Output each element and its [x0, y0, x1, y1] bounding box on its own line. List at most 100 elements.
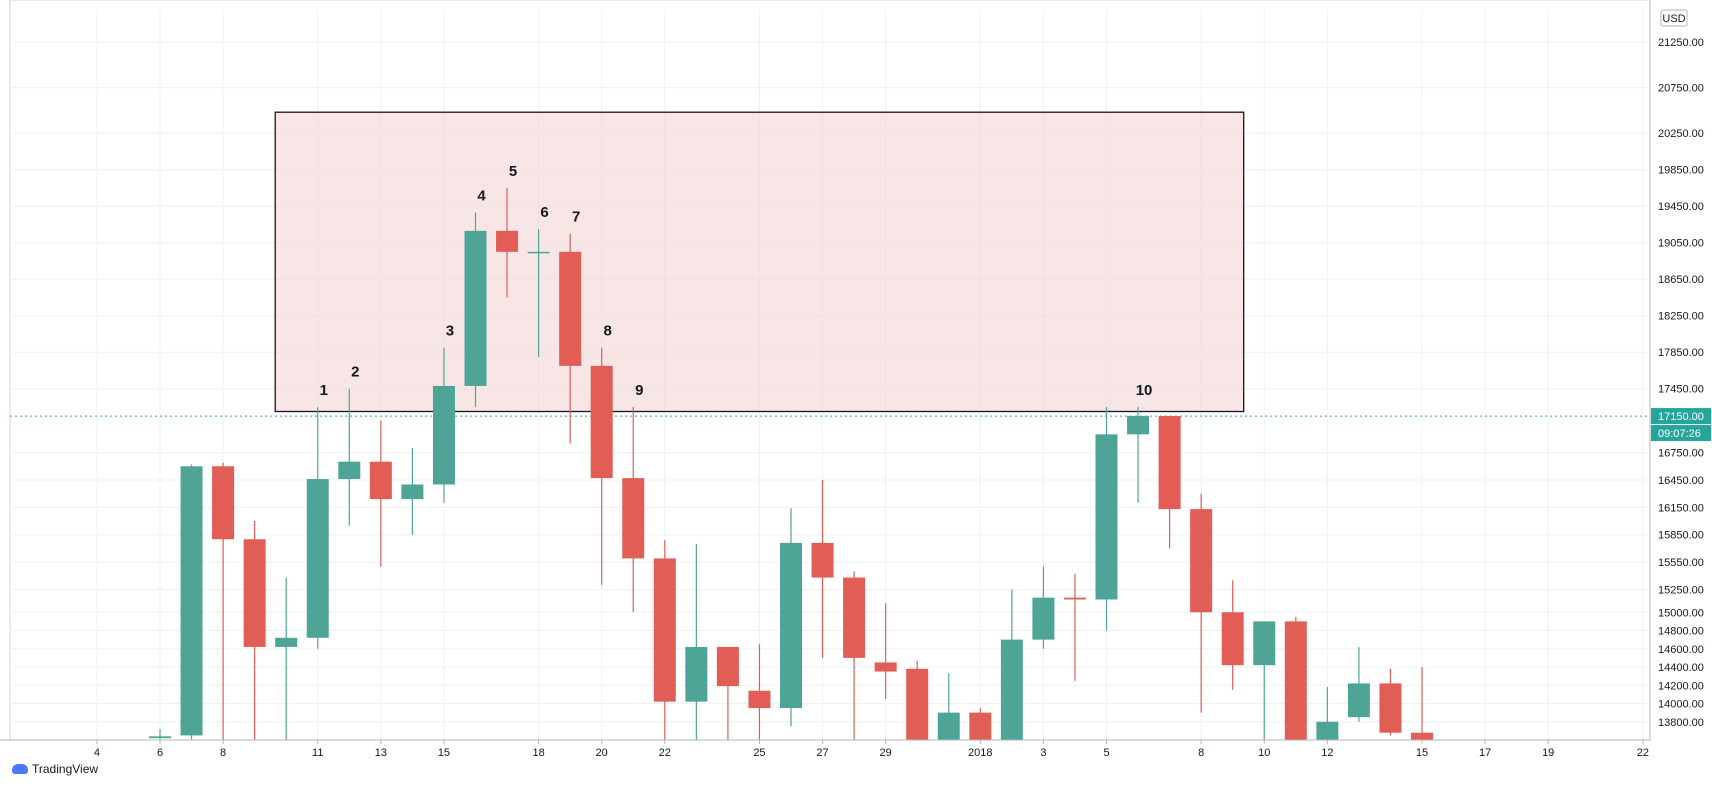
candle-up[interactable]	[527, 229, 550, 357]
price-tick-label: 19050.00	[1658, 238, 1704, 250]
resistance-zone-rect[interactable]	[274, 111, 1245, 413]
candle-down[interactable]	[1158, 416, 1181, 549]
candle-up[interactable]	[937, 673, 960, 740]
candle-up[interactable]	[401, 448, 424, 535]
candle-down[interactable]	[906, 660, 929, 740]
candle-body	[149, 736, 171, 739]
candle-body	[559, 251, 582, 366]
candle-body	[874, 662, 897, 672]
tradingview-brand[interactable]: TradingView	[12, 762, 98, 776]
time-tick-label: 27	[816, 747, 828, 759]
candle-up[interactable]	[1032, 566, 1055, 649]
candle-down[interactable]	[622, 406, 645, 613]
wave-count-label: 6	[540, 204, 548, 221]
time-tick-label: 3	[1040, 747, 1046, 759]
candle-down[interactable]	[369, 420, 392, 567]
candle-body	[1221, 612, 1244, 666]
candle-body	[969, 712, 992, 740]
tradingview-cloud-icon	[12, 764, 28, 774]
candle-body	[1284, 621, 1307, 740]
price-tick-label: 18650.00	[1658, 274, 1704, 286]
candle-body	[275, 637, 298, 647]
candle-down[interactable]	[1221, 580, 1244, 690]
time-tick-label: 11	[312, 747, 323, 759]
currency-tag[interactable]	[1660, 9, 1688, 27]
candle-body	[811, 542, 834, 578]
candle-up[interactable]	[464, 212, 487, 407]
time-tick-label: 22	[659, 747, 671, 759]
countdown-badge	[1651, 425, 1711, 442]
candle-body	[685, 646, 708, 702]
candle-down[interactable]	[1284, 616, 1307, 740]
candle-body	[590, 365, 613, 479]
price-tick-label: 18250.00	[1658, 311, 1704, 323]
candle-up[interactable]	[1127, 406, 1150, 503]
wave-count-label: 1	[320, 382, 328, 399]
time-tick-label: 8	[1198, 747, 1204, 759]
candle-up[interactable]	[180, 464, 203, 740]
wave-count-label: 4	[477, 188, 486, 205]
candle-down[interactable]	[1190, 493, 1213, 713]
candle-body	[716, 646, 739, 687]
candle-down[interactable]	[212, 462, 235, 740]
candle-body	[780, 542, 802, 709]
candle-up[interactable]	[1347, 646, 1370, 722]
candle-up[interactable]	[338, 388, 361, 526]
candle-down[interactable]	[653, 540, 676, 740]
candle-body	[1411, 732, 1433, 740]
candle-down[interactable]	[590, 347, 613, 585]
time-axis[interactable]: 4 6 8 11 13 15 18 20 22 25 27 29 2018 3 5 8 10 12 15 17 19 22	[0, 739, 1650, 759]
candle-down[interactable]	[748, 644, 771, 740]
price-tick-label: 20250.00	[1658, 128, 1704, 140]
candle-up[interactable]	[1000, 589, 1023, 740]
price-tick-label: 20750.00	[1658, 83, 1704, 95]
candle-body	[306, 479, 329, 638]
candle-down[interactable]	[1063, 573, 1086, 681]
candle-body	[1379, 683, 1402, 733]
candle-body	[496, 230, 519, 252]
candle-body	[401, 484, 424, 500]
price-tick-label: 16450.00	[1658, 475, 1704, 487]
time-tick-label: 8	[220, 747, 226, 759]
candle-up[interactable]	[685, 543, 708, 740]
price-tick-label: 15000.00	[1658, 607, 1704, 619]
candle-body	[212, 466, 235, 540]
time-tick-label: 2018	[968, 747, 992, 759]
time-tick-label: 6	[157, 747, 163, 759]
time-tick-label: 22	[1637, 747, 1649, 759]
candle-up[interactable]	[275, 577, 298, 740]
candle-down[interactable]	[716, 646, 739, 740]
candle-up[interactable]	[1316, 687, 1339, 740]
currency-label: USD	[1662, 13, 1685, 25]
candle-body	[1000, 639, 1023, 740]
time-tick-label: 4	[94, 747, 100, 759]
price-axis[interactable]: 21250.00 20750.00 20250.00 19850.00 19450.00…	[1649, 0, 1711, 740]
candle-body	[748, 690, 771, 709]
candle-down[interactable]	[1411, 667, 1433, 740]
candle-body	[1127, 416, 1150, 435]
candle-up[interactable]	[432, 347, 455, 503]
candle-down[interactable]	[811, 479, 834, 658]
candle-up[interactable]	[780, 508, 802, 727]
candle-up[interactable]	[149, 729, 171, 740]
candle-body	[527, 251, 550, 254]
candle-up[interactable]	[306, 406, 329, 649]
price-tick-label: 13800.00	[1658, 717, 1704, 729]
candle-down[interactable]	[843, 571, 866, 740]
candle-down[interactable]	[243, 521, 266, 740]
wave-count-label: 2	[351, 364, 359, 381]
candle-up[interactable]	[1095, 406, 1118, 631]
wave-count-label: 5	[509, 163, 517, 180]
candle-down[interactable]	[874, 603, 897, 699]
candle-body	[906, 668, 929, 740]
time-tick-label: 12	[1321, 747, 1333, 759]
candle-body	[1316, 721, 1339, 740]
candle-up[interactable]	[1253, 621, 1276, 740]
candle-down[interactable]	[496, 187, 519, 298]
price-tick-label: 15850.00	[1658, 530, 1704, 542]
candle-down[interactable]	[1379, 668, 1402, 736]
candle-down[interactable]	[969, 708, 992, 740]
candle-down[interactable]	[559, 233, 582, 444]
